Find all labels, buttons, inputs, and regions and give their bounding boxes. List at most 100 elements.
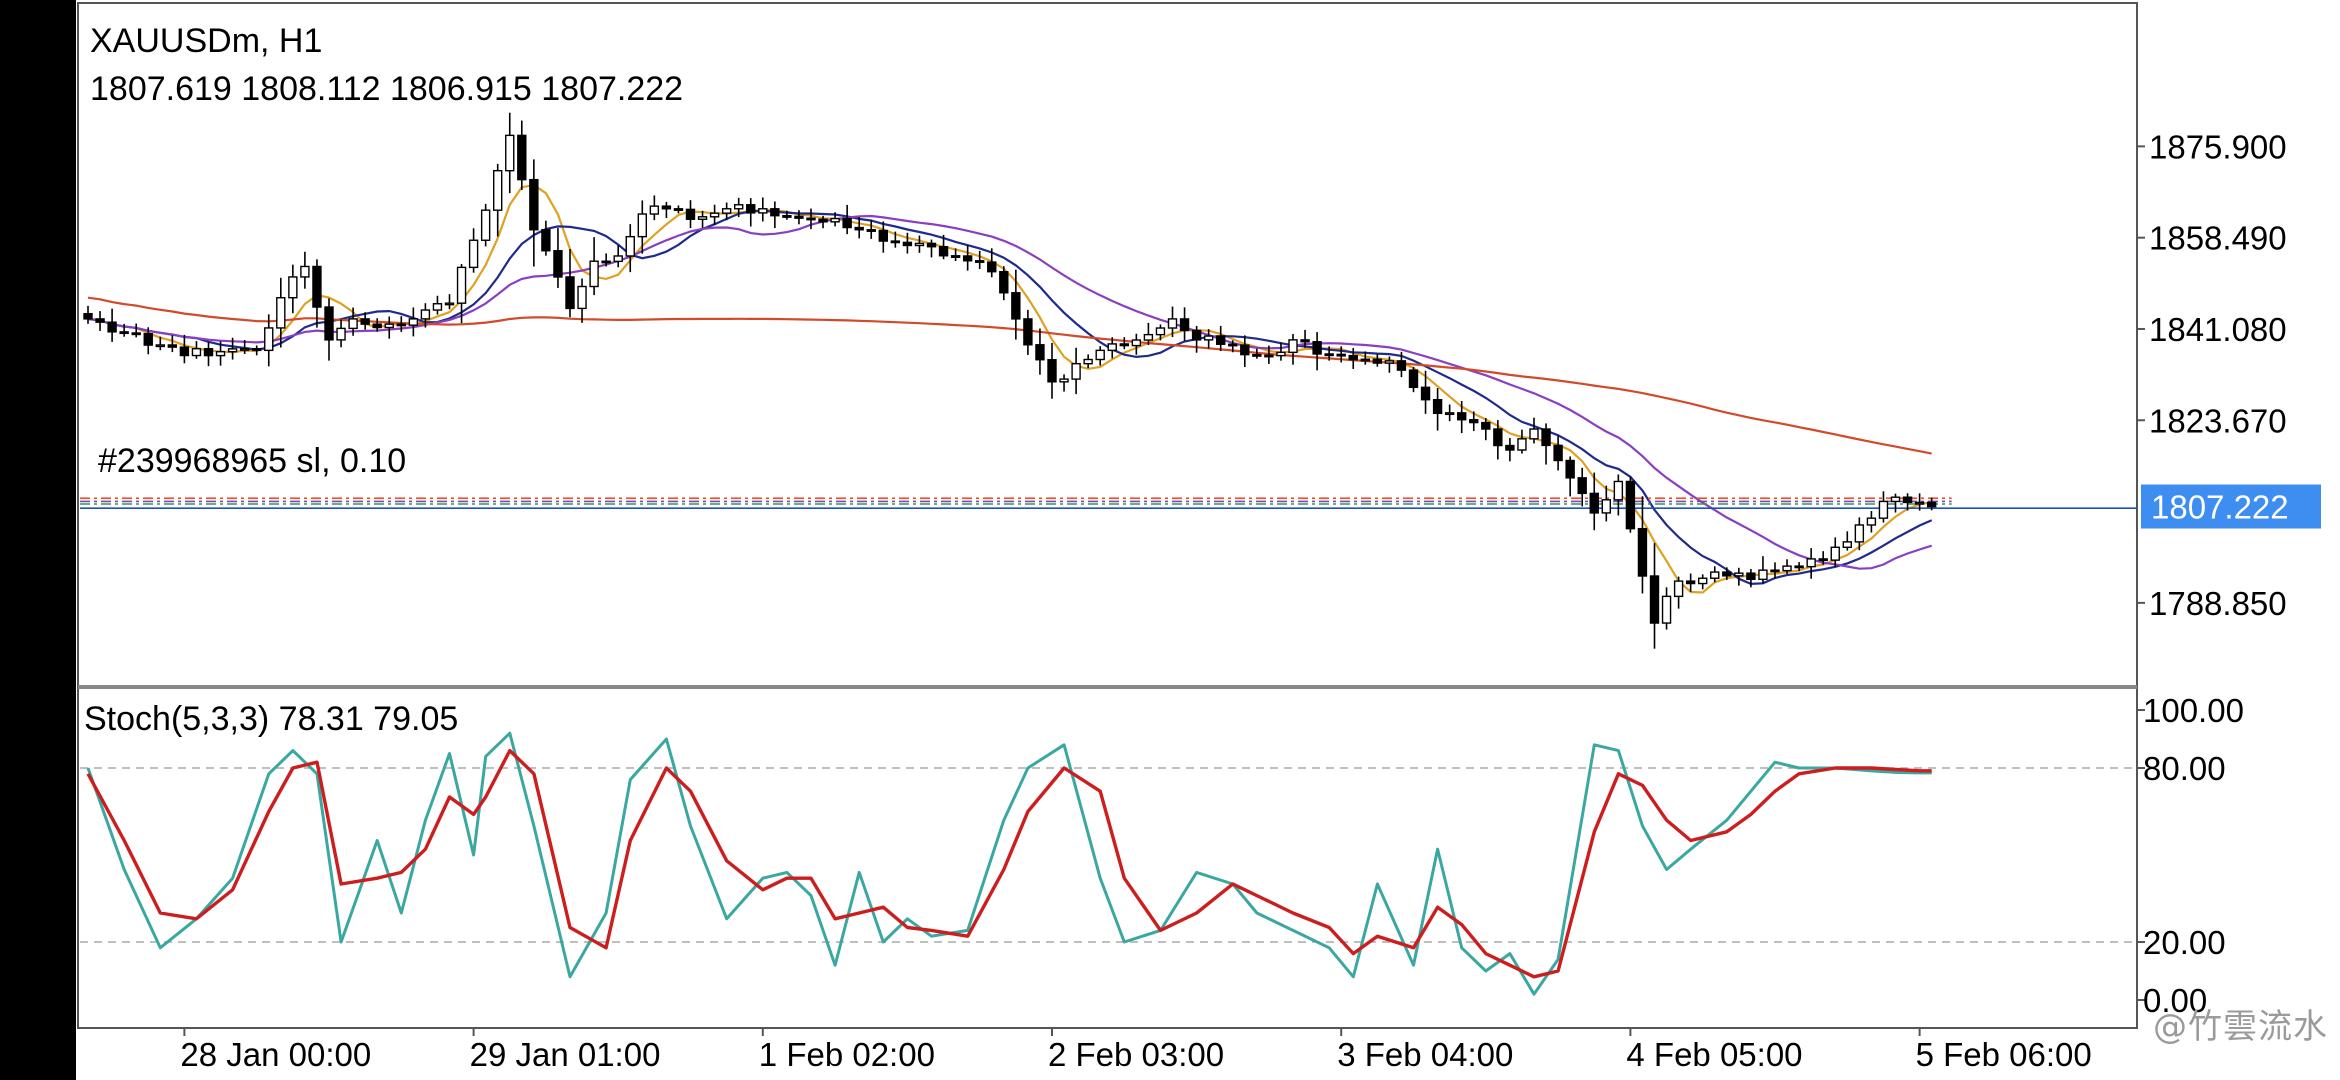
candle[interactable] [649, 195, 660, 221]
candle[interactable] [384, 316, 394, 339]
candle[interactable] [480, 203, 491, 247]
candle[interactable] [697, 210, 708, 228]
candle[interactable] [1179, 307, 1190, 342]
candle[interactable] [637, 200, 647, 254]
candle[interactable] [131, 323, 141, 338]
candle[interactable] [408, 307, 419, 337]
candle[interactable] [1408, 366, 1419, 393]
candle[interactable] [1541, 423, 1551, 465]
candle[interactable] [746, 198, 756, 227]
candle[interactable] [1023, 309, 1033, 355]
candle[interactable] [553, 228, 563, 288]
candle[interactable] [878, 221, 888, 253]
candle[interactable] [842, 204, 852, 235]
candle[interactable] [625, 224, 635, 273]
candle[interactable] [1336, 346, 1346, 363]
candle[interactable] [360, 312, 370, 330]
candle[interactable] [1288, 334, 1298, 365]
order-lines[interactable] [80, 497, 2137, 510]
candle[interactable] [456, 264, 467, 324]
candle[interactable] [372, 318, 382, 332]
candle[interactable] [601, 253, 611, 267]
candle[interactable] [938, 234, 949, 260]
candle[interactable] [1517, 429, 1527, 454]
candle[interactable] [926, 239, 937, 258]
candle[interactable] [276, 277, 286, 348]
candle[interactable] [866, 219, 876, 239]
candle[interactable] [1710, 566, 1720, 583]
candle[interactable] [1625, 476, 1636, 533]
candle[interactable] [806, 208, 816, 230]
candle[interactable] [577, 278, 587, 323]
candle[interactable] [517, 120, 527, 190]
candle[interactable] [1601, 485, 1612, 522]
candle[interactable] [1276, 342, 1286, 361]
candle[interactable] [1420, 370, 1431, 414]
candle[interactable] [1734, 567, 1744, 586]
candle[interactable] [1902, 493, 1913, 511]
candle[interactable] [914, 235, 925, 253]
candle[interactable] [300, 251, 310, 289]
candle[interactable] [396, 316, 406, 332]
candle[interactable] [1493, 420, 1503, 460]
candle[interactable] [1722, 567, 1732, 580]
candle[interactable] [1589, 472, 1599, 531]
candle[interactable] [709, 204, 720, 225]
candle[interactable] [1505, 437, 1515, 462]
candle[interactable] [1155, 324, 1166, 341]
candle[interactable] [1854, 517, 1865, 551]
candle[interactable] [251, 345, 262, 356]
candle[interactable] [179, 334, 190, 364]
candle[interactable] [987, 248, 997, 278]
candle[interactable] [119, 323, 129, 337]
candle[interactable] [288, 264, 298, 314]
candle[interactable] [1131, 333, 1142, 355]
candle[interactable] [770, 201, 780, 229]
candle[interactable] [1047, 342, 1057, 399]
candle[interactable] [1312, 332, 1322, 371]
candle[interactable] [962, 245, 973, 271]
candle[interactable] [1348, 348, 1358, 369]
candle[interactable] [155, 336, 166, 351]
candle[interactable] [758, 197, 768, 222]
candle[interactable] [1228, 340, 1238, 353]
candle[interactable] [782, 210, 792, 220]
candle[interactable] [1240, 335, 1250, 368]
candle[interactable] [1107, 337, 1117, 359]
candle[interactable] [1746, 568, 1756, 588]
candle[interactable] [890, 231, 901, 248]
candle[interactable] [1396, 351, 1407, 378]
candle[interactable] [1770, 562, 1780, 579]
candle[interactable] [444, 294, 455, 310]
candle[interactable] [1324, 346, 1334, 361]
candle[interactable] [661, 201, 672, 218]
candle[interactable] [1673, 576, 1684, 609]
candle[interactable] [1577, 467, 1587, 507]
candle[interactable] [420, 303, 431, 328]
candle[interactable] [1300, 329, 1310, 348]
candle[interactable] [1203, 329, 1214, 349]
candle[interactable] [589, 237, 599, 296]
candle[interactable] [854, 217, 864, 239]
candle[interactable] [794, 210, 804, 225]
candle[interactable] [1444, 404, 1455, 422]
candle[interactable] [613, 245, 623, 268]
candle[interactable] [336, 319, 346, 348]
candle[interactable] [95, 311, 105, 331]
candle[interactable] [1613, 474, 1624, 516]
candle[interactable] [830, 212, 840, 227]
candle[interactable] [1661, 587, 1672, 630]
candle[interactable] [1529, 417, 1539, 444]
candle[interactable] [312, 259, 322, 328]
candles[interactable] [83, 112, 1937, 649]
candle[interactable] [902, 232, 913, 254]
candle[interactable] [1360, 351, 1371, 365]
candle[interactable] [1565, 456, 1575, 497]
candle[interactable] [1685, 573, 1696, 592]
candle[interactable] [432, 295, 443, 315]
candle[interactable] [215, 341, 226, 366]
candle[interactable] [1842, 531, 1853, 551]
candle[interactable] [1697, 574, 1708, 590]
candle[interactable] [1059, 374, 1069, 392]
